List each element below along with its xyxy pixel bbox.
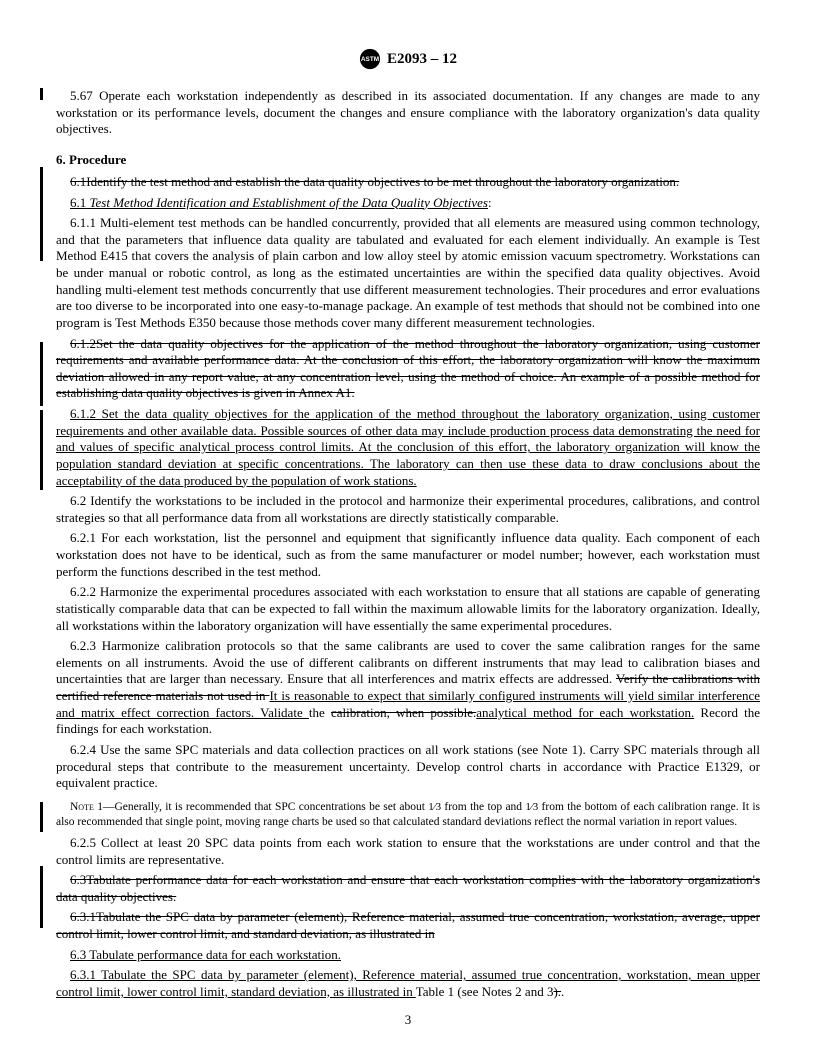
para-6-2-1: 6.2.1 For each workstation, list the per… (56, 530, 760, 580)
para-5-67: 5.67 Operate each workstation independen… (56, 88, 760, 138)
page-container: ASTM E2093 – 12 5.67 Operate each workst… (0, 0, 816, 1056)
designation-text: E2093 – 12 (387, 51, 457, 68)
para-6-3-1-old: 6.3.1Tabulate the SPC data by parameter … (56, 909, 760, 942)
para-6-3-old: 6.3Tabulate performance data for each wo… (56, 872, 760, 905)
para-6-3-new: 6.3 Tabulate performance data for each w… (56, 947, 760, 964)
para-6-1-2-old: 6.1.2Set the data quality objectives for… (56, 336, 760, 403)
page-number: 3 (0, 1012, 816, 1028)
note-1: Note 1—Generally, it is recommended that… (56, 800, 760, 829)
para-6-1-new: 6.1 Test Method Identification and Estab… (56, 195, 760, 212)
para-6-1-2-new: 6.1.2 Set the data quality objectives fo… (56, 406, 760, 489)
para-6-2-4: 6.2.4 Use the same SPC materials and dat… (56, 742, 760, 792)
change-bar (40, 802, 43, 832)
change-bar (40, 410, 43, 490)
para-6-2-5: 6.2.5 Collect at least 20 SPC data point… (56, 835, 760, 868)
change-bar (40, 342, 43, 406)
change-bar (40, 866, 43, 928)
para-6-1-1: 6.1.1 Multi-element test methods can be … (56, 215, 760, 331)
para-6-2: 6.2 Identify the workstations to be incl… (56, 493, 760, 526)
page-header: ASTM E2093 – 12 (56, 48, 760, 70)
para-6-2-3: 6.2.3 Harmonize calibration protocols so… (56, 638, 760, 738)
para-6-2-2: 6.2.2 Harmonize the experimental procedu… (56, 584, 760, 634)
astm-logo-icon: ASTM (359, 48, 381, 70)
para-6-3-1-new: 6.3.1 Tabulate the SPC data by parameter… (56, 967, 760, 1000)
para-6-1-old: 6.1Identify the test method and establis… (56, 174, 760, 191)
change-bar (40, 167, 43, 261)
section-6-title: 6. Procedure (56, 152, 760, 168)
svg-text:ASTM: ASTM (361, 56, 379, 63)
change-bar (40, 88, 43, 100)
